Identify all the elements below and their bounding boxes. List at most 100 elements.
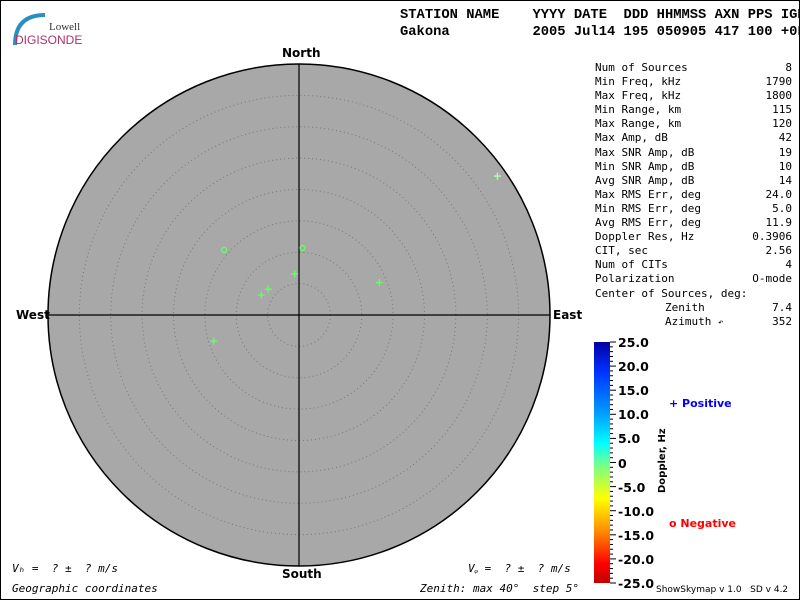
stat-row: Max Freq, kHz 1800: [595, 89, 792, 103]
stat-row: Max Range, km 120: [595, 117, 792, 131]
direction-south: South: [282, 567, 322, 581]
colorbar-tick-label: 20.0: [618, 359, 649, 375]
direction-north: North: [282, 46, 321, 60]
header-values: Gakona 2005 Jul14 195 050905 417 100 +0F: [400, 25, 800, 40]
stat-value: 115: [772, 103, 792, 117]
stat-value: 120: [772, 117, 792, 131]
stat-row: Avg RMS Err, deg 11.9: [595, 216, 792, 230]
stat-label: Avg RMS Err, deg: [595, 216, 701, 230]
stat-value: 2.56: [765, 244, 793, 258]
source-point-positive: [375, 279, 383, 287]
logo-text-lowell: Lowell: [49, 21, 81, 33]
stat-label: Min RMS Err, deg: [595, 201, 701, 215]
stat-label: Min SNR Amp, dB: [595, 159, 695, 173]
stat-label: Max Freq, kHz: [595, 89, 682, 103]
stat-value: 0.3906: [752, 230, 792, 244]
source-point-positive: [291, 270, 299, 278]
skymap-plot: [47, 63, 551, 567]
colorbar-tick-label: -10.0: [618, 503, 655, 519]
stat-row: Doppler Res, Hz 0.3906: [595, 230, 792, 244]
stat-label: Avg SNR Amp, dB: [595, 173, 695, 187]
center-zenith-value: 7.4: [772, 300, 792, 314]
stat-label: CIT, sec: [595, 244, 648, 258]
logo-arc-icon: [13, 13, 46, 46]
colorbar-tick-label: -5.0: [618, 479, 646, 495]
center-azimuth-label: Azimuth ↶: [595, 315, 723, 329]
legend-positive: + Positive: [669, 397, 732, 410]
header-labels: STATION NAME YYYY DATE DDD HHMMSS AXN PP…: [400, 8, 800, 23]
colorbar-label: Doppler, Hz: [657, 428, 668, 493]
doppler-colorbar: [594, 342, 610, 583]
stat-value: 24.0: [765, 187, 793, 201]
center-title: Center of Sources, deg:: [595, 286, 748, 300]
source-point-negative: [221, 246, 228, 254]
stat-label: Num of CITs: [595, 258, 668, 272]
plus-icon: +: [669, 397, 683, 410]
center-azimuth-value: 352: [772, 314, 792, 328]
vertical-velocity: Vᵩ = ? ± ? m/s: [468, 562, 571, 575]
stat-row: CIT, sec 2.56: [595, 244, 792, 258]
stat-row: Avg SNR Amp, dB 14: [595, 174, 792, 188]
version-info: ShowSkymap v 1.0 SD v 4.2: [656, 585, 789, 595]
coordinate-system: Geographic coordinates: [12, 582, 158, 595]
horizontal-velocity: Vₕ = ? ± ? m/s: [12, 562, 118, 575]
legend-negative-label: Negative: [680, 517, 737, 530]
stat-value: 1790: [765, 75, 793, 89]
stat-row: Min SNR Amp, dB 10: [595, 160, 792, 174]
stat-label: Max Range, km: [595, 117, 682, 131]
source-point-positive: [210, 337, 218, 345]
source-point-positive: [493, 172, 501, 180]
direction-east: East: [553, 308, 583, 322]
azimuth-label-text: Azimuth: [665, 314, 712, 328]
stat-row: Max RMS Err, deg 24.0: [595, 188, 792, 202]
stat-row: Max SNR Amp, dB 19: [595, 146, 792, 160]
stat-row: Min Freq, kHz 1790: [595, 75, 792, 89]
stat-value: 4: [785, 258, 792, 272]
source-point-positive: [257, 291, 265, 299]
colorbar-tick-label: -25.0: [618, 576, 655, 591]
digisonde-logo: Lowell DIGISONDE: [9, 9, 89, 49]
stat-row: Max Amp, dB 42: [595, 131, 792, 145]
stat-row: Polarization O-mode: [595, 272, 792, 286]
colorbar-tick-label: -15.0: [618, 527, 655, 543]
stat-row: Min Range, km 115: [595, 103, 792, 117]
stat-value: 1800: [765, 89, 793, 103]
colorbar-tick-label: 15.0: [618, 383, 649, 399]
stat-label: Max Amp, dB: [595, 131, 668, 145]
source-point-positive: [264, 285, 272, 293]
stat-value: O-mode: [752, 272, 792, 286]
stat-label: Num of Sources: [595, 61, 688, 74]
stat-value: 8: [785, 61, 792, 74]
azimuth-arrow-icon: ↶: [717, 317, 724, 328]
stat-value: 42: [778, 131, 792, 145]
colorbar-tick-label: 5.0: [618, 431, 641, 447]
circle-icon: o: [669, 517, 681, 530]
stat-label: Doppler Res, Hz: [595, 230, 695, 244]
colorbar-tick-label: -20.0: [618, 551, 655, 567]
stats-panel: Num of Sources 8 Min Freq, kHz 1790 Max Freq…: [595, 61, 792, 329]
colorbar-tick-label: 10.0: [618, 407, 649, 423]
stat-value: 19: [778, 145, 792, 159]
source-point-negative: [299, 244, 306, 252]
stat-row: Num of Sources 8: [595, 61, 792, 75]
stat-value: 11.9: [765, 216, 793, 230]
stat-label: Min Freq, kHz: [595, 75, 682, 89]
legend-negative: o Negative: [669, 517, 736, 530]
stat-value: 10: [778, 159, 792, 173]
center-zenith-row: Zenith 7.4: [595, 301, 792, 315]
center-azimuth-row: Azimuth ↶ 352: [595, 315, 792, 329]
stat-label: Polarization: [595, 272, 675, 286]
stat-row: Min RMS Err, deg 5.0: [595, 202, 792, 216]
logo-text-digisonde: DIGISONDE: [15, 33, 83, 47]
stat-label: Min Range, km: [595, 103, 682, 117]
colorbar-ticks: [610, 341, 616, 584]
center-title-row: Center of Sources, deg:: [595, 287, 792, 301]
legend-positive-label: Positive: [682, 397, 732, 410]
stat-row: Num of CITs 4: [595, 258, 792, 272]
stat-label: Max SNR Amp, dB: [595, 145, 695, 159]
stat-label: Max RMS Err, deg: [595, 187, 701, 201]
colorbar-tick-label: 25.0: [618, 335, 649, 350]
stat-value: 5.0: [772, 201, 792, 215]
zenith-scale: Zenith: max 40° step 5°: [420, 582, 579, 595]
